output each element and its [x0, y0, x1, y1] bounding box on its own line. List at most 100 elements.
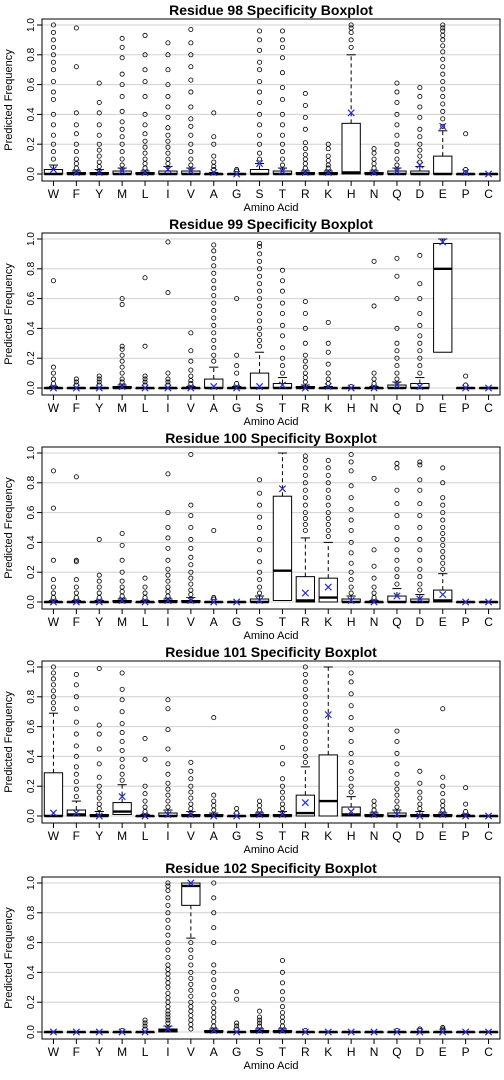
outlier-point — [211, 798, 217, 804]
x-tick-label-I: I — [166, 1045, 169, 1059]
outlier-point — [371, 150, 377, 156]
outlier-point — [73, 743, 79, 749]
outlier-point — [325, 319, 331, 325]
outlier-point — [211, 1005, 217, 1011]
x-tick-label-T: T — [279, 401, 287, 415]
box-body — [433, 155, 453, 175]
x-tick-label-G: G — [232, 401, 241, 415]
outlier-point — [302, 510, 308, 516]
outlier-point — [279, 322, 285, 328]
outlier-point — [394, 296, 400, 302]
outlier-point — [279, 44, 285, 50]
outlier-point — [302, 375, 308, 381]
box-V — [181, 759, 201, 819]
outlier-point — [279, 1019, 285, 1025]
mean-marker — [484, 1028, 493, 1036]
outlier-point — [211, 962, 217, 968]
outlier-point — [417, 252, 423, 258]
outlier-point — [234, 996, 240, 1002]
outlier-point — [348, 22, 354, 28]
outlier-point — [257, 59, 263, 65]
outlier-point — [165, 980, 171, 986]
outlier-point — [417, 536, 423, 542]
outlier-point — [348, 539, 354, 545]
outlier-point — [440, 28, 446, 34]
outlier-point — [440, 480, 446, 486]
outlier-point — [279, 149, 285, 155]
outlier-point — [371, 370, 377, 376]
outlier-point — [417, 566, 423, 572]
mean-marker — [347, 1028, 355, 1036]
outlier-point — [96, 774, 102, 780]
outlier-point — [119, 777, 125, 783]
x-tick-label-P: P — [462, 401, 470, 415]
box-F — [66, 25, 87, 177]
box-F — [66, 474, 87, 606]
mean-marker — [347, 109, 355, 117]
mean-marker — [255, 382, 264, 391]
outlier-point — [73, 557, 79, 563]
x-tick-label-V: V — [187, 615, 195, 629]
outlier-point — [188, 795, 194, 801]
outlier-point — [348, 727, 354, 733]
outlier-point — [188, 40, 194, 46]
outlier-point — [463, 801, 469, 807]
outlier-point — [50, 52, 56, 58]
outlier-point — [96, 141, 102, 147]
panel-5: Residue 102 Specificity Boxplot 0.0 0.2 0.4… — [3, 860, 501, 1072]
outlier-point — [257, 281, 263, 287]
outlier-point — [119, 569, 125, 575]
box-F — [66, 1028, 87, 1036]
outlier-point — [279, 795, 285, 801]
outlier-point — [165, 578, 171, 584]
outlier-point — [348, 715, 354, 721]
outlier-point — [96, 159, 102, 165]
outlier-point — [302, 516, 308, 522]
outlier-point — [440, 49, 446, 55]
outlier-point — [142, 373, 148, 379]
outlier-point — [257, 296, 263, 302]
outlier-point — [165, 925, 171, 931]
x-tick-label-I: I — [166, 401, 169, 415]
outlier-point — [165, 67, 171, 73]
outlier-point — [119, 296, 125, 302]
mean-marker — [324, 711, 332, 719]
outlier-point — [302, 671, 308, 677]
outlier-point — [142, 1023, 148, 1029]
outlier-point — [142, 165, 148, 171]
y-tick-label: 0.2 — [26, 995, 37, 1009]
outlier-point — [302, 370, 308, 376]
mean-marker — [416, 595, 424, 603]
outlier-point — [96, 376, 102, 382]
outlier-point — [325, 502, 331, 508]
outlier-point — [211, 1019, 217, 1025]
outlier-point — [257, 318, 263, 324]
box-Q — [387, 80, 407, 176]
outlier-point — [257, 798, 263, 804]
outlier-point — [417, 333, 423, 339]
outlier-point — [142, 756, 148, 762]
x-tick-label-L: L — [142, 1045, 149, 1059]
outlier-point — [348, 776, 354, 782]
outlier-point — [165, 114, 171, 120]
outlier-point — [211, 110, 217, 116]
box-M — [112, 530, 132, 605]
outlier-point — [188, 947, 194, 953]
outlier-point — [325, 472, 331, 478]
outlier-point — [302, 299, 308, 305]
outlier-point — [417, 114, 423, 120]
outlier-point — [234, 1023, 240, 1029]
outlier-point — [50, 141, 56, 147]
x-tick-label-N: N — [370, 615, 379, 629]
outlier-point — [96, 783, 102, 789]
outlier-point — [211, 164, 217, 170]
outlier-point — [371, 475, 377, 481]
outlier-point — [50, 664, 56, 670]
outlier-point — [211, 977, 217, 983]
outlier-point — [394, 566, 400, 572]
plot-frame — [41, 446, 501, 610]
box-Q — [387, 1028, 407, 1036]
outlier-point — [440, 108, 446, 114]
y-tick-label: 0.8 — [26, 47, 37, 61]
outlier-point — [302, 686, 308, 692]
